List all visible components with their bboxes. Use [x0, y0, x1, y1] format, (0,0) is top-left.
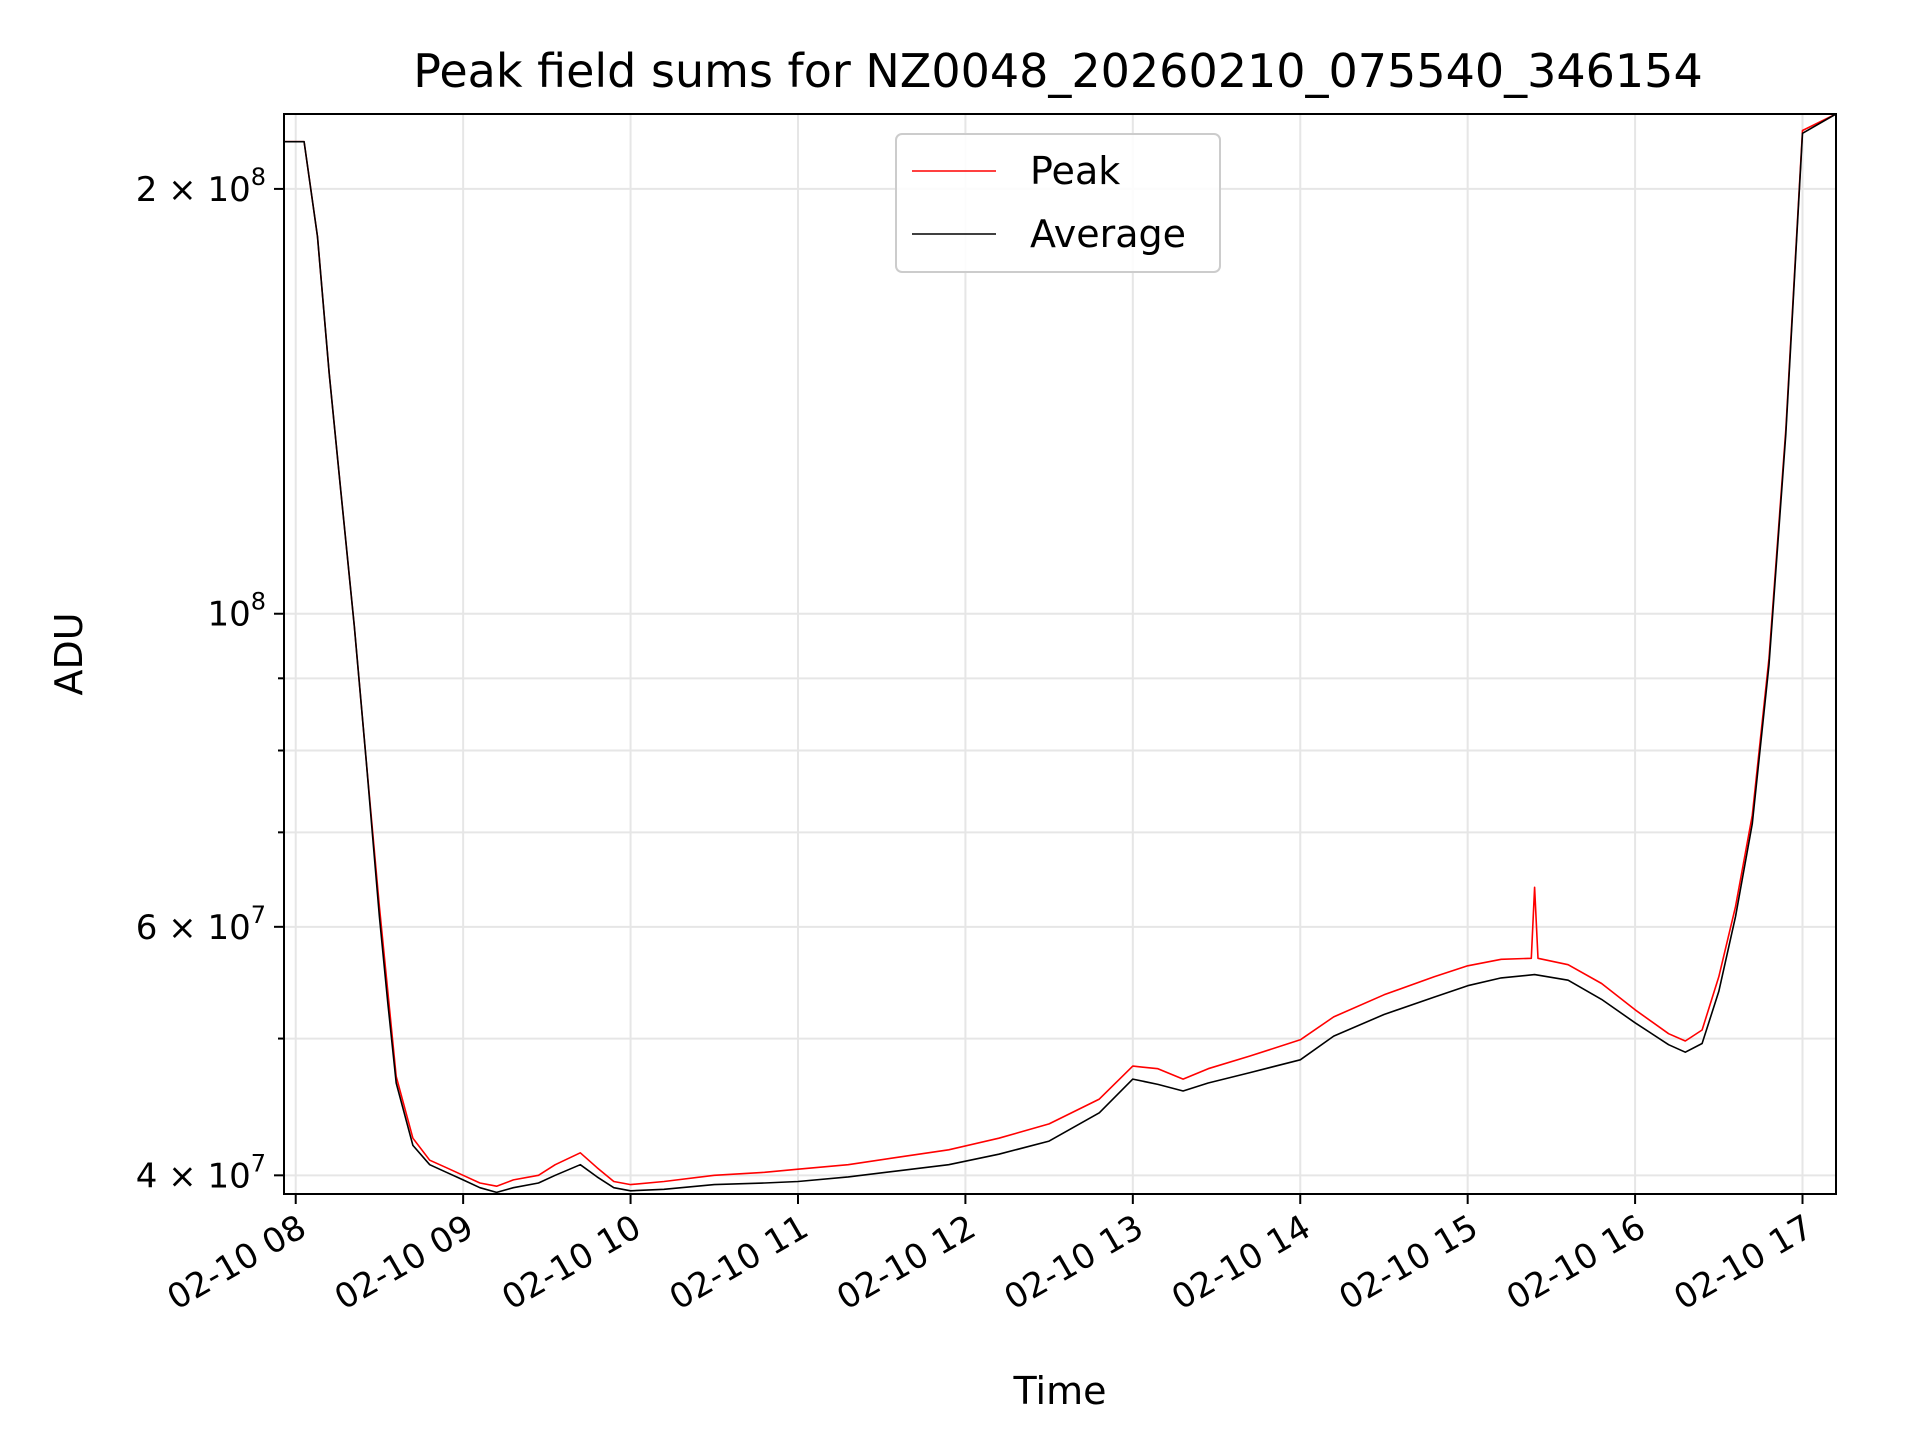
y-axis-label: ADU	[47, 612, 91, 695]
y-tick-label: 6 × 107	[136, 901, 266, 948]
y-tick-label-base: 4 × 10	[136, 1156, 251, 1196]
y-tick-label-exponent: 7	[251, 1149, 266, 1177]
y-tick-label-base: 10	[207, 595, 250, 635]
plot-frame	[283, 113, 1837, 1195]
legend-label-peak: Peak	[1030, 149, 1120, 193]
series-line-average	[284, 113, 1837, 1194]
y-tick-label: 108	[207, 588, 266, 635]
x-axis-label: Time	[1013, 1369, 1107, 1413]
y-tick-label-base: 6 × 10	[136, 908, 251, 948]
chart-title: Peak field sums for NZ0048_20260210_0755…	[413, 44, 1702, 98]
legend: Peak Average	[895, 133, 1221, 273]
y-tick-label-exponent: 7	[251, 901, 266, 929]
series-line-peak	[284, 113, 1837, 1187]
y-tick-label: 2 × 108	[136, 163, 266, 210]
y-tick-label-exponent: 8	[251, 588, 266, 616]
grid	[284, 114, 1836, 1194]
series-group	[284, 113, 1837, 1194]
y-tick-label: 4 × 107	[136, 1149, 266, 1196]
y-tick-label-base: 2 × 10	[136, 170, 251, 210]
y-tick-label-exponent: 8	[251, 163, 266, 191]
legend-label-average: Average	[1030, 212, 1186, 256]
legend-box	[895, 133, 1221, 273]
